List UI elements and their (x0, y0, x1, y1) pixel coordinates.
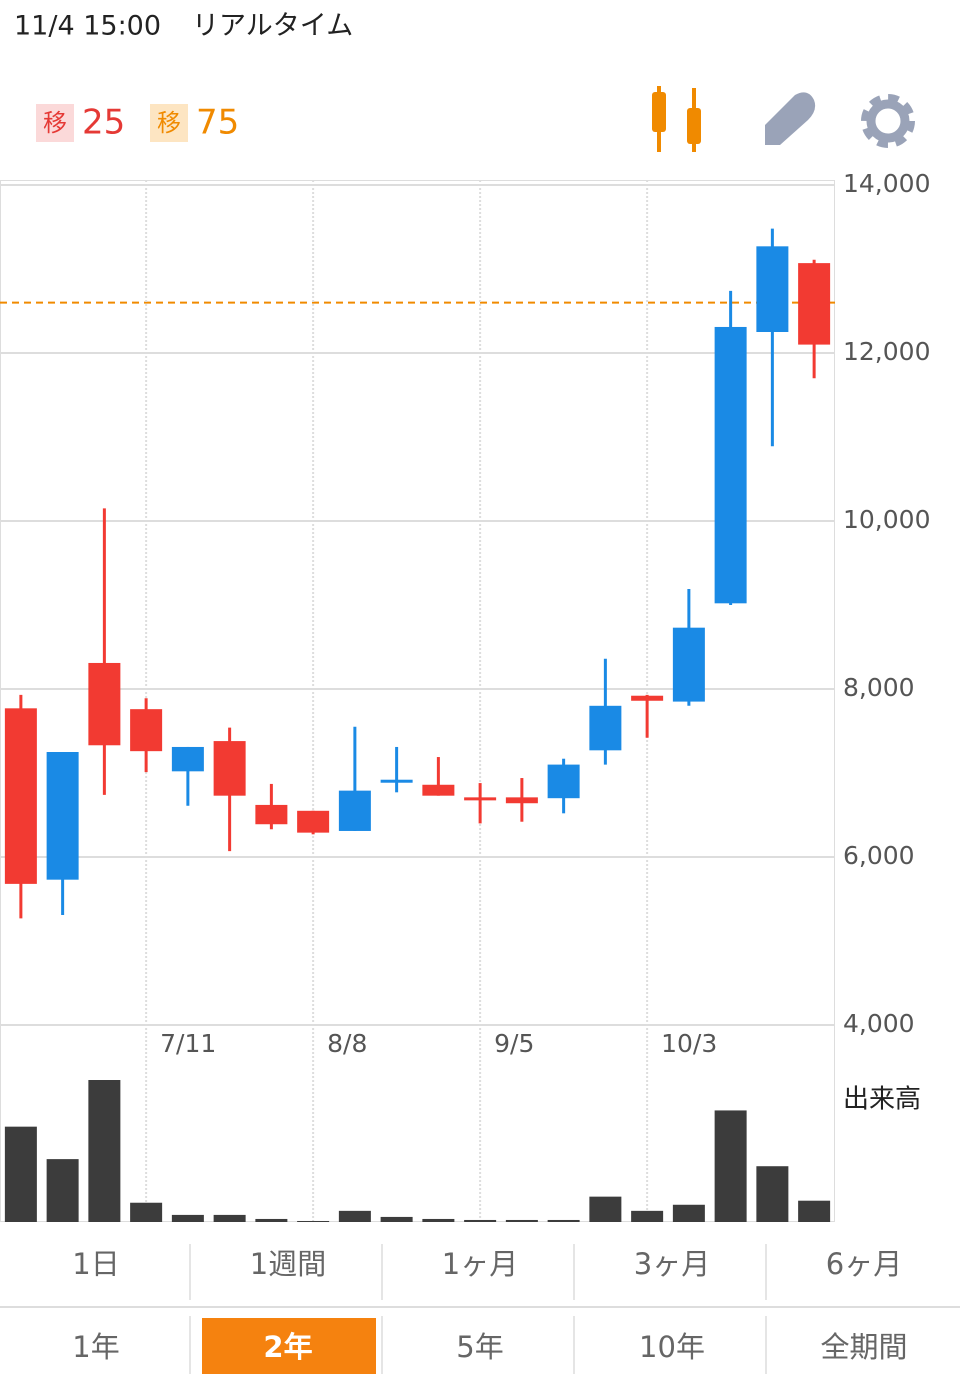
volume-bar (88, 1080, 121, 1222)
candle-body (297, 810, 330, 833)
volume-bar (380, 1216, 413, 1222)
x-tick-label: 10/3 (661, 1029, 717, 1058)
candle-body (4, 708, 37, 884)
y-tick-label: 10,000 (843, 505, 930, 534)
candle-body (171, 746, 204, 772)
y-tick-label: 4,000 (843, 1009, 915, 1038)
volume-bar (672, 1204, 705, 1222)
candle-body (505, 797, 538, 804)
candle-body (714, 326, 747, 604)
period-tab[interactable]: 1日 (72, 1247, 119, 1281)
volume-bar (631, 1210, 664, 1222)
candle-body (464, 797, 497, 801)
mode: リアルタイム (192, 11, 353, 42)
icon-part (866, 99, 910, 143)
volume-bar (464, 1219, 497, 1222)
candle-body (130, 709, 163, 752)
candle-body (798, 263, 831, 345)
legend-badge-bg (36, 104, 74, 142)
candle-body (422, 784, 455, 796)
plot-frame (0, 180, 835, 1222)
legend-badge: 移 (157, 109, 181, 137)
volume-bar (46, 1159, 79, 1222)
candle-body (547, 764, 580, 799)
candle-body (255, 804, 288, 825)
period-tab[interactable]: 3ヶ月 (634, 1247, 710, 1281)
volume-bar (714, 1110, 747, 1222)
x-tick-label: 7/11 (160, 1029, 216, 1058)
period-tab[interactable]: 10年 (639, 1330, 705, 1364)
x-tick-label: 8/8 (327, 1029, 367, 1058)
period-tab[interactable]: 6ヶ月 (826, 1247, 902, 1281)
period-tab[interactable]: 2年 (263, 1330, 312, 1364)
period-tab[interactable]: 1週間 (250, 1247, 326, 1281)
legend-badge-bg (150, 104, 188, 142)
volume-bar (130, 1202, 163, 1222)
y-tick-label: 8,000 (843, 673, 915, 702)
y-tick-label: 12,000 (843, 337, 930, 366)
icon-part (765, 92, 816, 145)
x-tick-label: 9/5 (494, 1029, 534, 1058)
volume-bar (798, 1200, 831, 1222)
candle-body (380, 779, 413, 783)
candle-body (88, 662, 121, 746)
y-tick-label: 6,000 (843, 841, 915, 870)
candle-body (756, 246, 789, 332)
legend: 移 25 移 75 (36, 103, 239, 143)
candle-icon[interactable] (652, 86, 701, 152)
datetime: 11/4 15:00 (14, 11, 161, 42)
volume-bar (4, 1126, 37, 1222)
volume-bar (297, 1220, 330, 1222)
volume-bar (589, 1196, 622, 1222)
plot: 4,000 6,000 8,000 10,000 12,000 14,000 7/11 8/8… (0, 169, 930, 1222)
volume-bar (171, 1214, 204, 1222)
legend-value: 75 (196, 103, 239, 143)
candle-body (672, 627, 705, 702)
candle-body (338, 790, 371, 831)
volume-bar (338, 1210, 371, 1222)
legend-badge: 移 (43, 109, 67, 137)
volume-bar (213, 1214, 246, 1222)
settings-icon[interactable] (861, 94, 915, 148)
volume-label: 出来高 (843, 1085, 921, 1115)
volume-bar (756, 1166, 789, 1222)
period-tab[interactable]: 全期間 (820, 1330, 907, 1364)
candle-body (213, 741, 246, 796)
candle-body (46, 752, 79, 880)
legend-value: 25 (82, 103, 125, 143)
period-tab[interactable]: 1年 (72, 1330, 119, 1364)
volume-bar (422, 1218, 455, 1222)
y-tick-label: 14,000 (843, 169, 930, 198)
candle-body (589, 705, 622, 751)
candle-body (631, 695, 664, 701)
volume-bar (255, 1218, 288, 1222)
period-tab[interactable]: 1ヶ月 (442, 1247, 518, 1281)
period-tabs: 1日 1週間 1ヶ月 3ヶ月 6ヶ月 1年 2年 5年 10年 全期間 (0, 1244, 960, 1374)
tab-selected-bg (202, 1318, 376, 1374)
draw-icon[interactable] (765, 92, 816, 145)
volume-bar (547, 1219, 580, 1222)
volume-bar (505, 1219, 538, 1222)
period-tab[interactable]: 5年 (456, 1330, 503, 1364)
